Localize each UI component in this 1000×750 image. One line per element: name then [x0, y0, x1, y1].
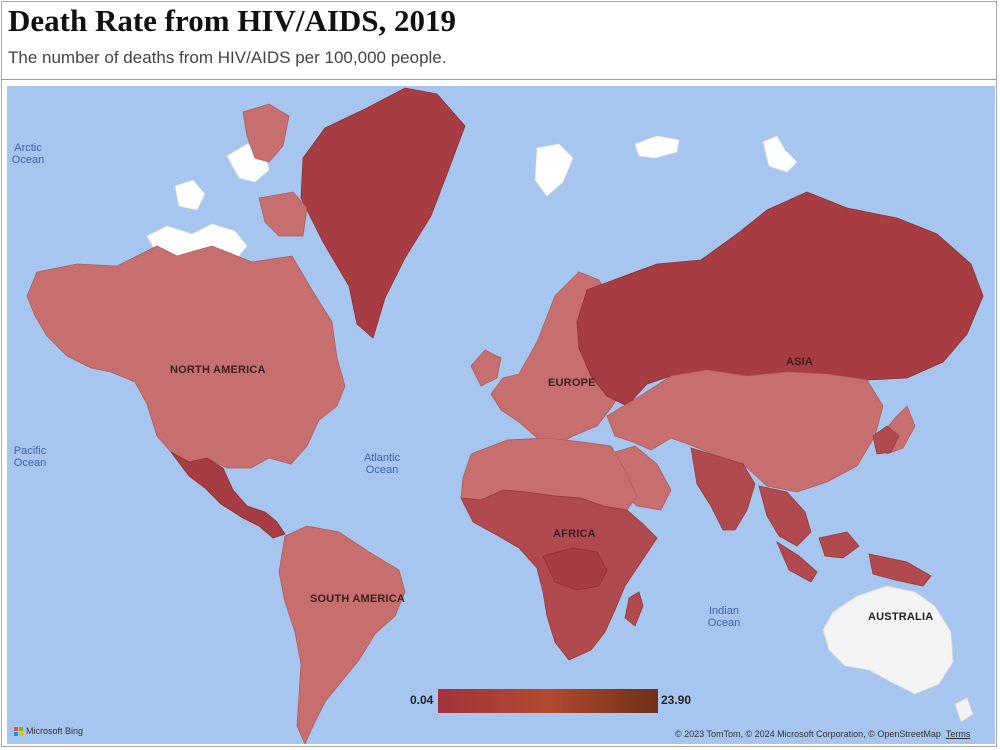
japan — [872, 425, 900, 455]
central-africa — [542, 547, 608, 591]
mexico-central-america — [170, 451, 286, 539]
arctic-islands — [146, 135, 798, 265]
bing-brand-label: Microsoft Bing — [26, 726, 84, 736]
continent-label-africa: AFRICA — [553, 528, 596, 540]
south-america — [278, 525, 406, 744]
madagascar — [624, 591, 644, 627]
continent-label-south-america: SOUTH AMERICA — [310, 593, 406, 605]
continent-label-north-america: NORTH AMERICA — [170, 364, 266, 376]
greenland — [300, 87, 466, 339]
ocean-label-indian: Indian Ocean — [707, 605, 741, 629]
page-title: Death Rate from HIV/AIDS, 2019 — [8, 3, 457, 38]
continent-label-europe: EUROPE — [548, 377, 596, 389]
russia — [576, 191, 984, 407]
legend-gradient-bar — [438, 689, 658, 713]
map-canvas[interactable] — [7, 86, 995, 744]
terms-link[interactable]: Terms — [945, 729, 971, 739]
legend-max-value: 23.90 — [661, 693, 692, 707]
copyright-text: © 2023 TomTom, © 2024 Microsoft Corporat… — [675, 729, 941, 739]
ocean-label-atlantic: Atlantic Ocean — [363, 452, 401, 476]
north-america — [26, 103, 346, 469]
bing-brand: Microsoft Bing — [14, 726, 83, 736]
microsoft-logo-icon — [14, 726, 23, 736]
south-asia — [690, 447, 932, 587]
map-copyright: © 2023 TomTom, © 2024 Microsoft Corporat… — [675, 729, 970, 739]
continent-label-australia: AUSTRALIA — [868, 611, 934, 623]
australia — [822, 585, 974, 723]
ocean-label-arctic: Arctic Ocean — [11, 142, 45, 166]
ocean-label-pacific: Pacific Ocean — [13, 445, 47, 469]
page-subtitle: The number of deaths from HIV/AIDS per 1… — [8, 48, 447, 67]
legend-min-value: 0.04 — [410, 693, 434, 707]
continent-label-asia: ASIA — [786, 356, 814, 368]
header-divider — [2, 79, 996, 80]
world-map[interactable] — [7, 86, 995, 744]
